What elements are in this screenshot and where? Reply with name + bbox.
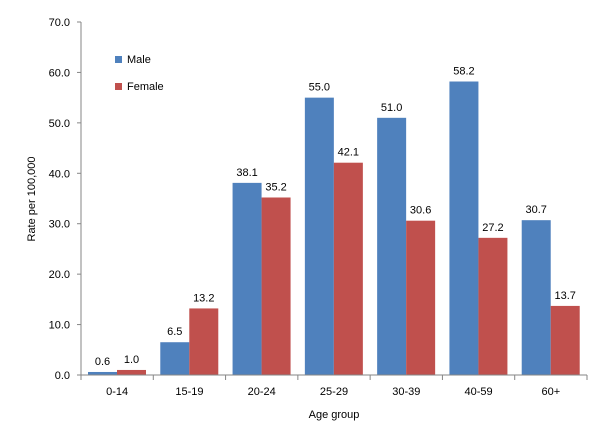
bar-female xyxy=(406,220,436,375)
legend-label-female: Female xyxy=(127,81,164,93)
bar-female xyxy=(261,197,291,375)
bar-male xyxy=(521,220,551,375)
bar-male xyxy=(377,117,407,376)
y-axis-label: Rate per 100,000 xyxy=(26,156,38,241)
legend-swatch-female xyxy=(115,83,122,90)
x-tick-label: 60+ xyxy=(542,386,561,398)
x-tick-label: 30-39 xyxy=(392,386,420,398)
x-tick-label: 20-24 xyxy=(248,386,276,398)
data-label: 35.2 xyxy=(265,181,286,193)
y-tick-label: 50.0 xyxy=(49,118,70,130)
bar-female xyxy=(550,305,580,375)
legend: Male Female xyxy=(115,54,164,93)
bar-male xyxy=(232,182,262,375)
data-label: 38.1 xyxy=(236,167,257,179)
data-label: 55.0 xyxy=(309,82,330,94)
bar-female xyxy=(117,369,146,375)
legend-label-male: Male xyxy=(127,54,151,66)
x-tick-label: 0-14 xyxy=(106,386,128,398)
data-label: 42.1 xyxy=(338,147,359,159)
bar-male xyxy=(160,342,190,375)
bar-female xyxy=(189,308,219,375)
x-tick-label: 15-19 xyxy=(175,386,203,398)
y-tick-label: 60.0 xyxy=(49,67,70,79)
y-tick-label: 20.0 xyxy=(49,269,70,281)
data-label: 27.2 xyxy=(482,222,503,234)
bar-male xyxy=(449,81,479,376)
data-label: 58.2 xyxy=(453,66,474,78)
legend-swatch-male xyxy=(115,56,122,63)
data-label: 1.0 xyxy=(124,354,139,366)
data-label: 51.0 xyxy=(381,102,402,114)
data-label: 6.5 xyxy=(167,326,182,338)
x-tick-label: 40-59 xyxy=(465,386,493,398)
y-tick-label: 40.0 xyxy=(49,168,70,180)
x-tick-label: 25-29 xyxy=(320,386,348,398)
bar-female xyxy=(478,237,508,375)
bar-male xyxy=(88,371,117,375)
data-label: 30.7 xyxy=(526,204,547,216)
data-label: 13.2 xyxy=(193,292,214,304)
y-tick-label: 70.0 xyxy=(49,17,70,29)
bar-female xyxy=(333,162,363,375)
y-tick-label: 10.0 xyxy=(49,320,70,332)
bar-male xyxy=(304,97,334,376)
data-label: 13.7 xyxy=(555,290,576,302)
y-tick-label: 0.0 xyxy=(55,370,70,382)
x-axis-label: Age group xyxy=(309,409,360,421)
data-label: 30.6 xyxy=(410,205,431,217)
y-tick-label: 30.0 xyxy=(49,219,70,231)
data-label: 0.6 xyxy=(95,356,110,368)
